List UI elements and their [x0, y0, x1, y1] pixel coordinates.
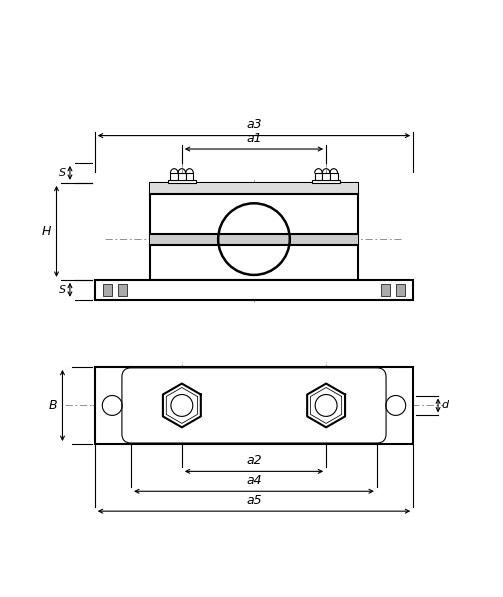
Bar — [322, 173, 330, 180]
Bar — [118, 284, 127, 296]
Text: S: S — [59, 168, 66, 178]
Text: a3: a3 — [246, 118, 262, 131]
Bar — [171, 173, 178, 180]
Bar — [149, 183, 359, 194]
Text: a5: a5 — [246, 494, 262, 507]
Bar — [381, 284, 390, 296]
Bar — [312, 180, 340, 183]
Bar — [95, 280, 413, 300]
Text: a2: a2 — [246, 454, 262, 467]
Bar — [95, 367, 413, 444]
Bar — [186, 173, 193, 180]
Bar — [168, 180, 196, 183]
Bar — [103, 284, 112, 296]
Text: H: H — [42, 225, 51, 238]
Bar — [396, 284, 405, 296]
Bar — [149, 183, 359, 280]
Bar — [149, 233, 359, 245]
Bar — [314, 173, 322, 180]
Text: B: B — [49, 399, 57, 412]
FancyBboxPatch shape — [122, 368, 386, 443]
Text: a4: a4 — [246, 474, 262, 487]
Bar — [178, 173, 186, 180]
Text: a1: a1 — [246, 131, 262, 144]
Bar — [330, 173, 338, 180]
Text: S: S — [59, 285, 66, 295]
Text: d: d — [442, 401, 449, 411]
